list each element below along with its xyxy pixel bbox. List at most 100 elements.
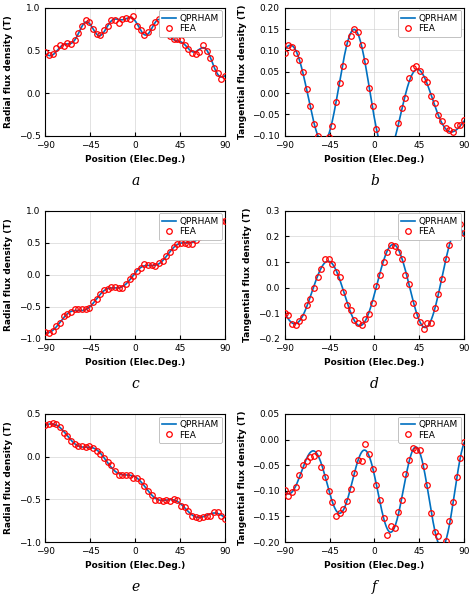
FEA	[399, 496, 405, 504]
FEA	[410, 65, 416, 72]
FEA	[211, 508, 217, 516]
QPRHAM	[461, 232, 467, 239]
FEA	[46, 52, 52, 59]
FEA	[315, 450, 320, 457]
FEA	[142, 482, 147, 489]
FEA	[333, 513, 339, 520]
FEA	[450, 228, 456, 236]
FEA	[61, 42, 67, 49]
FEA	[75, 29, 81, 37]
FEA	[123, 14, 129, 21]
FEA	[282, 486, 288, 493]
FEA	[308, 102, 313, 109]
FEA	[351, 26, 357, 33]
QPRHAM	[43, 50, 48, 58]
FEA	[64, 39, 70, 46]
FEA	[98, 31, 103, 38]
FEA	[105, 22, 110, 29]
FEA	[326, 255, 331, 263]
FEA	[370, 466, 375, 473]
QPRHAM	[49, 420, 55, 427]
FEA	[406, 75, 412, 82]
FEA	[57, 320, 63, 327]
FEA	[402, 272, 408, 279]
FEA	[454, 473, 460, 480]
FEA	[450, 499, 456, 506]
FEA	[432, 305, 438, 312]
FEA	[461, 117, 467, 124]
X-axis label: Position (Elec.Deg.): Position (Elec.Deg.)	[85, 155, 185, 164]
Line: QPRHAM: QPRHAM	[285, 228, 464, 328]
Y-axis label: Tangential flux density (T): Tangential flux density (T)	[237, 410, 246, 545]
Y-axis label: Radial flux density (T): Radial flux density (T)	[4, 218, 13, 331]
X-axis label: Position (Elec.Deg.): Position (Elec.Deg.)	[324, 155, 425, 164]
FEA	[43, 422, 48, 429]
QPRHAM	[64, 40, 70, 47]
FEA	[105, 459, 110, 466]
QPRHAM	[101, 454, 107, 462]
QPRHAM	[172, 243, 178, 250]
FEA	[211, 64, 217, 72]
FEA	[50, 419, 55, 427]
FEA	[153, 496, 158, 503]
FEA	[204, 47, 210, 54]
FEA	[428, 509, 434, 516]
QPRHAM	[43, 329, 48, 337]
FEA	[193, 514, 199, 521]
FEA	[340, 62, 346, 69]
FEA	[90, 298, 96, 305]
FEA	[410, 445, 416, 452]
Line: QPRHAM: QPRHAM	[285, 29, 464, 155]
FEA	[395, 120, 401, 127]
FEA	[359, 321, 365, 328]
FEA	[196, 234, 202, 241]
FEA	[142, 261, 147, 268]
FEA	[374, 282, 379, 290]
FEA	[439, 117, 445, 124]
FEA	[171, 36, 176, 43]
QPRHAM	[411, 444, 417, 451]
FEA	[171, 243, 176, 251]
QPRHAM	[173, 242, 179, 249]
FEA	[145, 28, 151, 35]
FEA	[167, 497, 173, 504]
Text: a: a	[131, 174, 139, 188]
FEA	[362, 57, 368, 64]
FEA	[436, 111, 441, 118]
FEA	[109, 462, 114, 469]
FEA	[417, 67, 423, 75]
FEA	[406, 457, 412, 464]
Line: QPRHAM: QPRHAM	[46, 221, 225, 333]
FEA	[344, 301, 350, 308]
FEA	[208, 54, 213, 61]
FEA	[57, 423, 63, 430]
FEA	[215, 508, 220, 516]
FEA	[219, 75, 224, 82]
FEA	[285, 492, 291, 499]
FEA	[98, 290, 103, 297]
FEA	[204, 512, 210, 519]
FEA	[61, 430, 67, 437]
FEA	[46, 421, 52, 428]
FEA	[428, 319, 434, 326]
FEA	[57, 41, 63, 48]
FEA	[54, 421, 59, 428]
FEA	[193, 50, 199, 57]
FEA	[134, 267, 140, 275]
QPRHAM	[282, 47, 288, 54]
FEA	[200, 229, 206, 236]
FEA	[395, 248, 401, 255]
FEA	[189, 49, 195, 56]
QPRHAM	[395, 514, 401, 521]
FEA	[119, 284, 125, 291]
FEA	[457, 454, 463, 462]
FEA	[174, 496, 180, 504]
FEA	[355, 456, 361, 463]
FEA	[421, 325, 427, 332]
FEA	[156, 260, 162, 267]
FEA	[61, 313, 67, 320]
FEA	[182, 504, 187, 511]
FEA	[101, 454, 107, 462]
FEA	[432, 528, 438, 535]
FEA	[399, 105, 405, 112]
